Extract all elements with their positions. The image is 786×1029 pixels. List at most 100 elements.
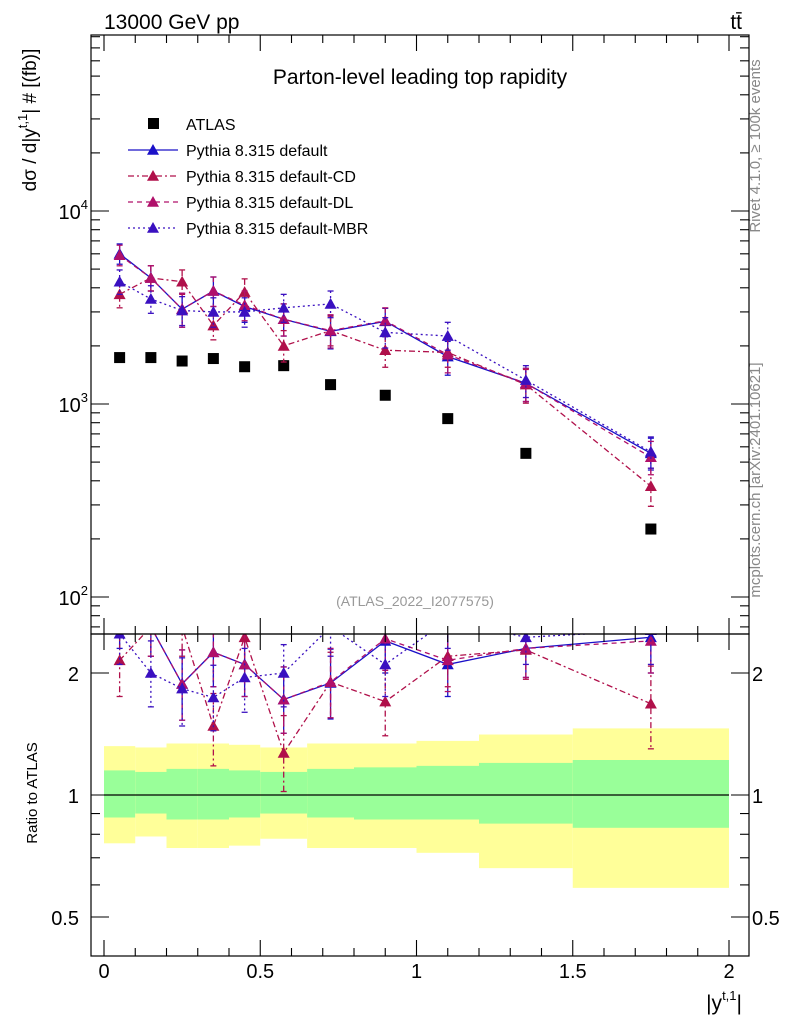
mcplots-label: mcplots.cern.ch [arXiv:2401.10621] [747,362,764,597]
legend-label-default: Pythia 8.315 default [186,143,328,160]
legend-label-mbr: Pythia 8.315 default-MBR [186,221,368,238]
ratio-point-dl [277,693,290,705]
main-series-default [113,243,657,471]
main-point-dl [207,285,220,296]
legend-marker-dl [147,196,159,207]
ratio-point-cd [145,621,157,632]
process-label: tt̄ [730,11,742,34]
main-line-dl [119,254,652,458]
main-point-mbr [207,305,220,317]
ratio-band-inner [416,765,479,820]
ratio-band-inner [104,770,136,818]
ratio-ylabel: Ratio to ATLAS [24,742,41,843]
main-marks [113,243,657,535]
legend-label-data: ATLAS [186,117,236,134]
main-point-atlas [239,361,251,373]
ratio-point-cd [277,746,290,758]
main-point-cd [176,275,189,287]
main-point-atlas [645,523,657,535]
main-point-mbr [519,374,532,385]
ratio-band-inner [572,760,729,828]
ratio-point-mbr [238,671,251,683]
ratio-point-mbr [277,667,290,678]
ratio-marks [104,621,729,888]
main-ylabel-text: dσ / d|y [20,128,41,192]
main-point-dl [324,324,337,336]
ratio-point-dl [519,642,532,654]
ratio-xtick-label: 1 [411,961,422,983]
main-point-cd [379,344,392,356]
main-point-mbr [238,305,251,317]
main-point-mbr [144,292,157,304]
main-point-atlas [176,355,188,367]
main-point-mbr [277,301,290,313]
ratio-panel: 0.5 0.5 1 1 2 2 0 0.5 1 1.5 2 Ratio to ATLAS |yt,1… [24,621,780,1015]
main-ytick-label-base: 10 [59,202,81,224]
main-ytick-label-exp: 3 [81,390,88,405]
ratio-band-inner [479,762,573,824]
main-ytick-label-exp: 4 [81,197,88,212]
ratio-point-mbr [519,634,532,643]
legend-item-data: ATLAS [148,117,236,134]
ratio-xtick-label: 0 [98,961,109,983]
ratio-axes: 0.5 0.5 1 1 2 2 0 0.5 1 1.5 2 [51,634,780,983]
main-point-atlas [520,447,532,459]
main-point-atlas [325,379,337,391]
ratio-point-mbr [207,691,220,703]
main-series-mbr [113,269,657,469]
chart-title: Parton-level leading top rapidity [273,66,568,89]
ratio-point-cd [113,654,126,666]
legend: ATLAS Pythia 8.315 default Pythia 8.315 de… [128,117,368,238]
ratio-band-inner [166,768,198,820]
ratio-point-default [145,621,157,632]
ratio-band-inner [197,768,229,820]
main-point-atlas [379,389,391,401]
svg-text:dσ / d|yt,1| # [(fb)]: dσ / d|yt,1| # [(fb)] [15,49,41,192]
main-ytick-label: 102 [59,583,88,610]
main-ylabel-sup: t,1 [15,114,30,128]
legend-item-mbr: Pythia 8.315 default-MBR [128,221,368,238]
main-point-cd [644,480,657,492]
main-ytick-label-base: 10 [59,588,81,610]
ratio-ytick-label-right: 2 [752,664,763,686]
energy-label: 13000 GeV pp [104,11,239,34]
ratio-band-inner [354,767,417,820]
main-ytick-label-exp: 2 [81,583,88,598]
rivet-label: Rivet 4.1.0, ≥ 100k events [747,59,764,232]
ratio-bands [104,728,729,888]
main-point-dl [379,314,392,326]
main-point-mbr [113,275,126,287]
ratio-ytick-label-right: 1 [752,786,763,808]
ratio-ytick-label-left: 0.5 [51,908,79,930]
ratio-series-mbr [113,634,657,732]
legend-label-cd: Pythia 8.315 default-CD [186,169,356,186]
legend-item-dl: Pythia 8.315 default-DL [128,195,353,212]
main-ytick-label-base: 10 [59,395,81,417]
main-point-mbr [176,304,189,316]
main-line-cd [119,277,652,487]
main-point-dl [144,271,157,283]
main-point-atlas [278,360,290,372]
ratio-point-dl [207,646,220,658]
ratio-point-mbr [144,667,157,678]
ratio-ytick-label-left: 1 [68,786,79,808]
main-point-atlas [145,352,157,364]
legend-label-dl: Pythia 8.315 default-DL [186,195,353,212]
watermark: (ATLAS_2022_I2077575) [336,593,494,609]
main-point-atlas [114,352,126,364]
ratio-xtick-label: 1.5 [559,961,587,983]
ratio-xlabel-sup: t,1 [722,988,736,1003]
main-point-mbr [644,445,657,457]
ratio-point-mbr [176,682,189,694]
ratio-xtick-label: 0.5 [246,961,274,983]
main-point-atlas [207,353,219,365]
legend-marker-default [147,144,159,155]
ratio-band-inner [307,768,354,818]
legend-marker-cd [147,170,159,181]
legend-item-cd: Pythia 8.315 default-CD [128,169,356,186]
ratio-point-cd [176,621,188,632]
ratio-point-mbr [113,634,126,639]
